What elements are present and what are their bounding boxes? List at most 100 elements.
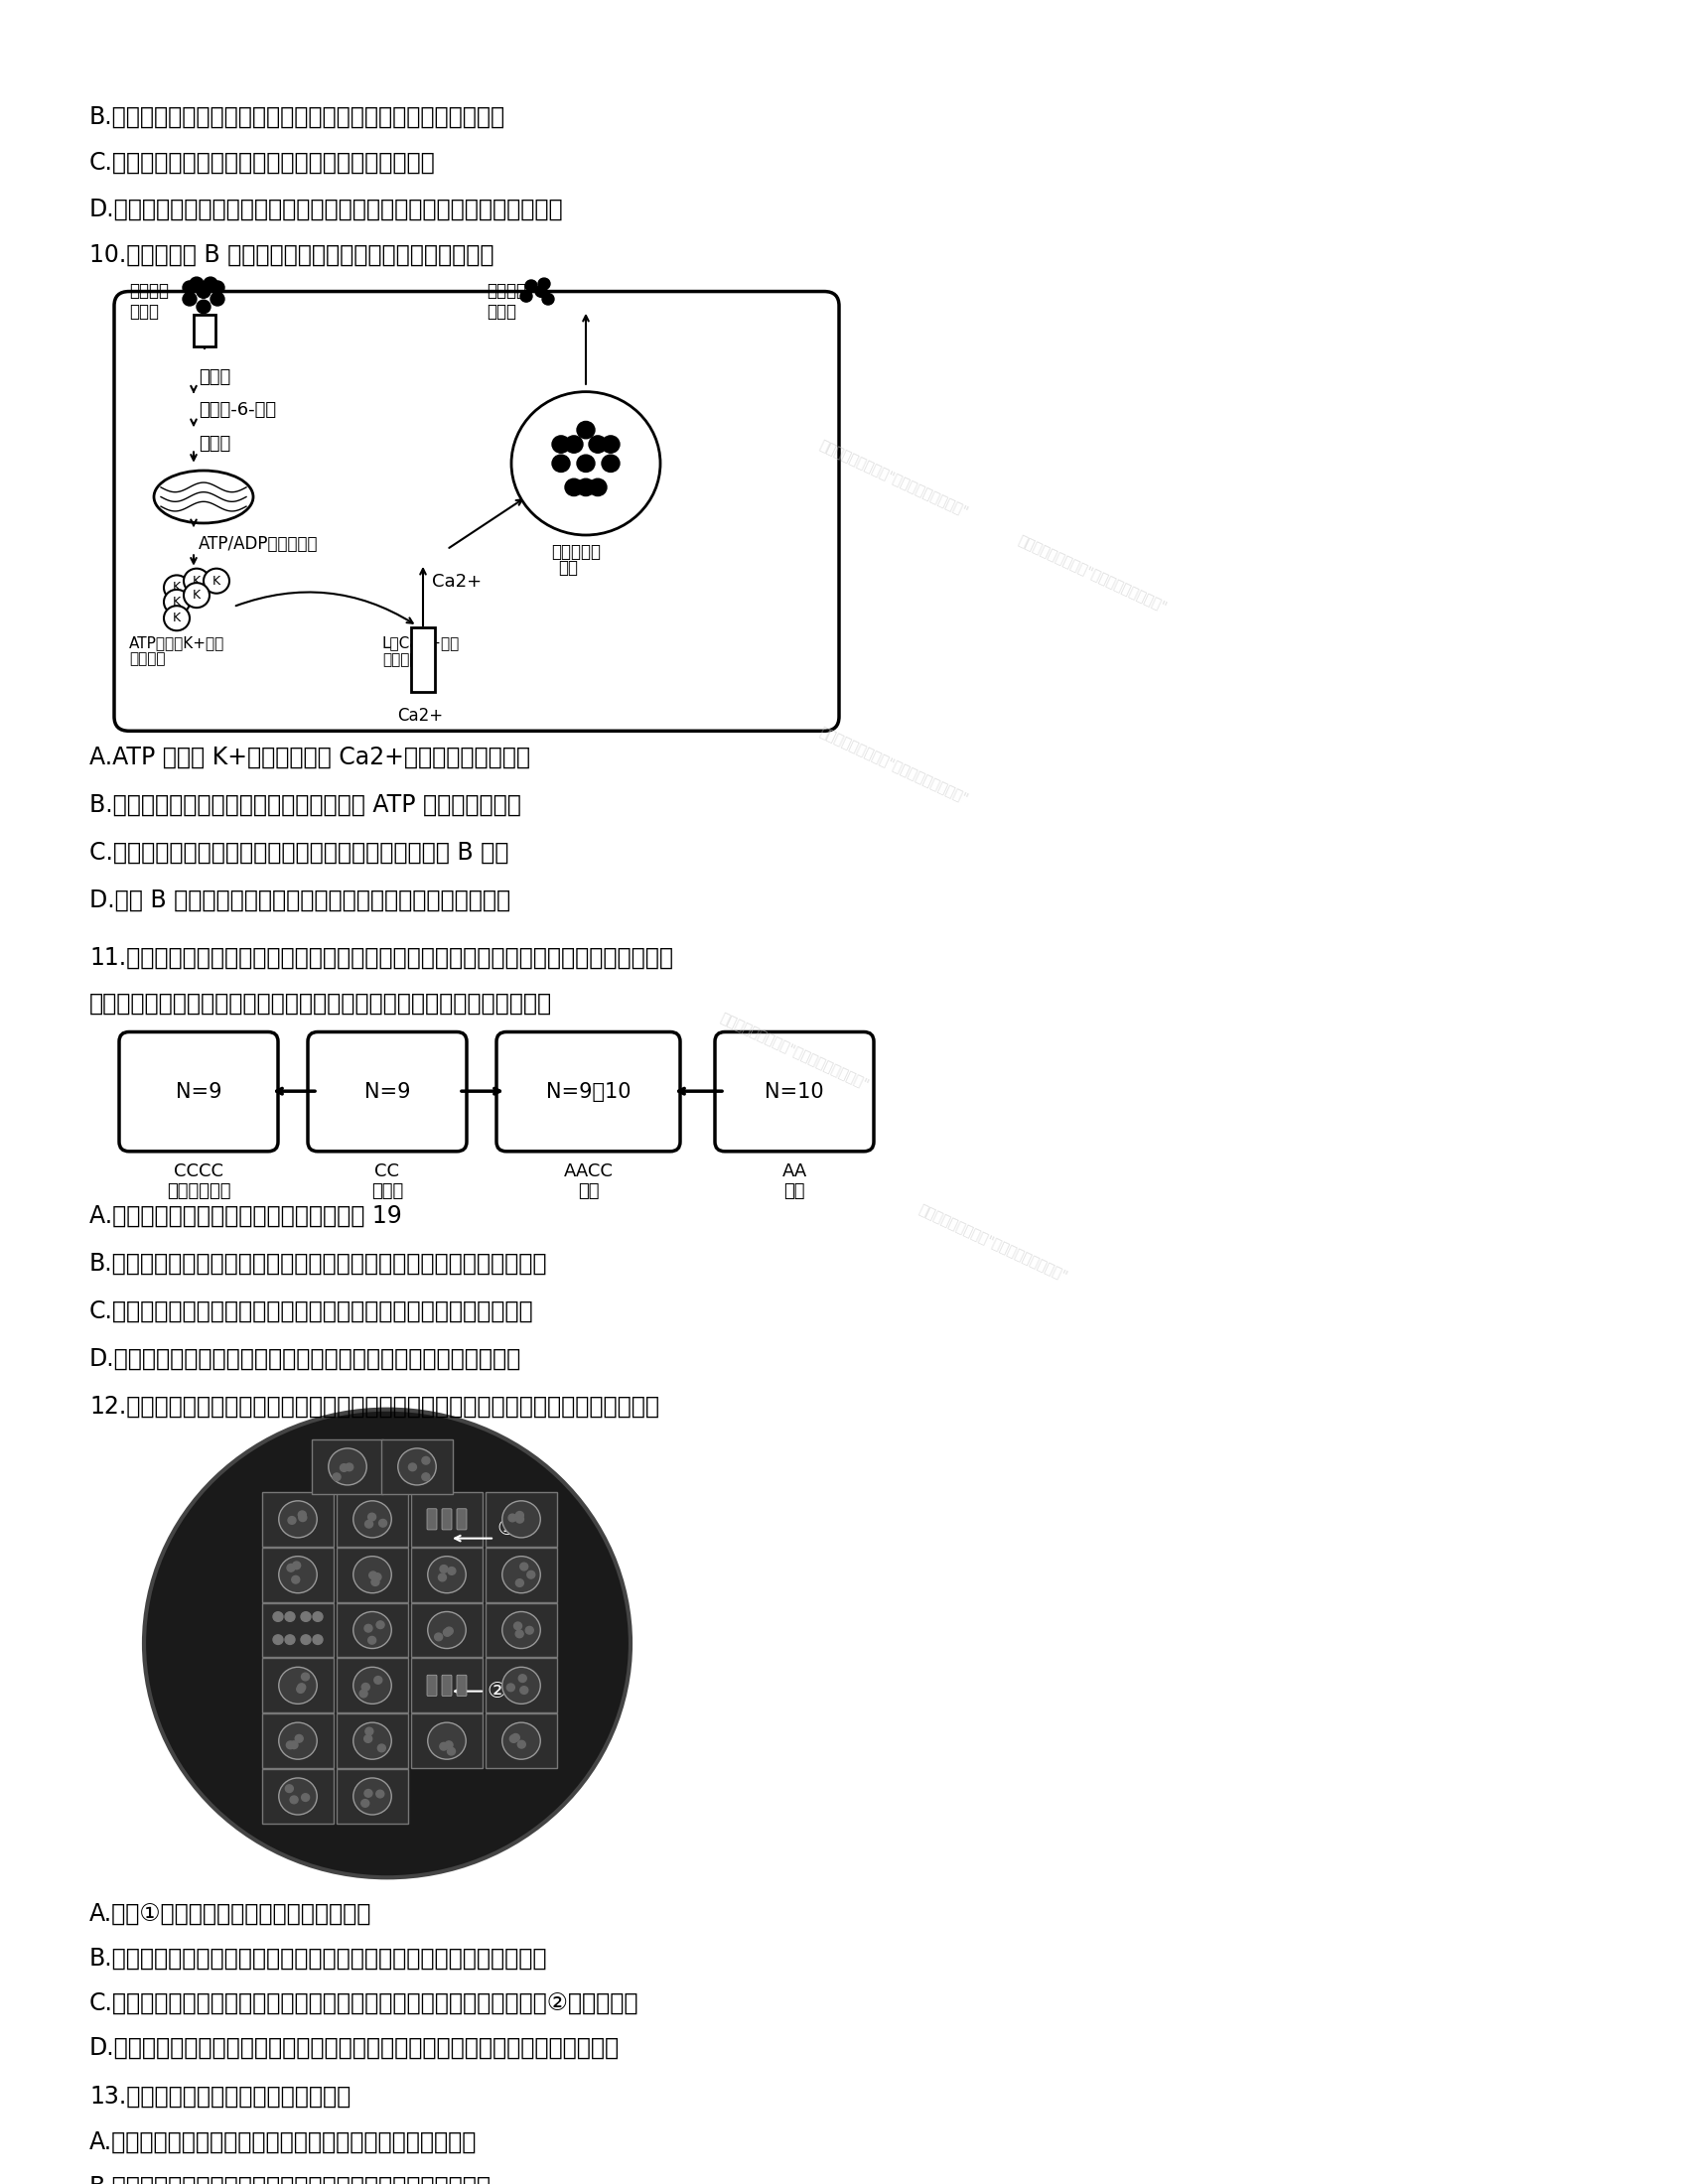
FancyBboxPatch shape [120, 1031, 279, 1151]
Text: K: K [213, 574, 221, 587]
Circle shape [297, 1686, 304, 1693]
Circle shape [289, 1516, 295, 1524]
Text: CCCC: CCCC [174, 1162, 223, 1182]
Circle shape [184, 583, 209, 607]
FancyBboxPatch shape [412, 1714, 483, 1769]
Circle shape [196, 299, 211, 312]
Text: 油菜: 油菜 [577, 1182, 599, 1199]
Circle shape [441, 1566, 447, 1572]
Circle shape [300, 1612, 311, 1621]
Text: D.油菜表达了在花椰菜和芥菁中不表达的基因，一定发生了基因突变: D.油菜表达了在花椰菜和芥菁中不表达的基因，一定发生了基因突变 [89, 1348, 522, 1372]
Circle shape [300, 1636, 311, 1645]
Circle shape [279, 1723, 317, 1760]
Text: N=9: N=9 [365, 1081, 410, 1101]
Circle shape [353, 1778, 392, 1815]
Circle shape [535, 286, 547, 297]
Text: K: K [192, 574, 201, 587]
FancyBboxPatch shape [496, 1031, 680, 1151]
FancyBboxPatch shape [262, 1492, 334, 1546]
Text: B.建立自然保护区来改善珍稀动物的栖息环境，能提高环境容纳量: B.建立自然保护区来改善珍稀动物的栖息环境，能提高环境容纳量 [89, 105, 505, 129]
Circle shape [510, 1734, 518, 1743]
Text: CC: CC [375, 1162, 400, 1182]
Text: D.利用标志重捕法调查时，标志物不能太醒目，不能影响动物正常生命活动: D.利用标志重捕法调查时，标志物不能太醒目，不能影响动物正常生命活动 [89, 197, 564, 221]
Text: K: K [172, 612, 181, 625]
Text: B.油菜可能由花椰菜与芥菁减数分裂时产生染色体加倍的配子受精后形成: B.油菜可能由花椰菜与芥菁减数分裂时产生染色体加倍的配子受精后形成 [89, 1251, 547, 1275]
Circle shape [353, 1500, 392, 1538]
Circle shape [518, 1741, 525, 1747]
Circle shape [365, 1520, 373, 1529]
FancyBboxPatch shape [427, 1675, 437, 1697]
Circle shape [376, 1791, 385, 1797]
Circle shape [518, 1675, 527, 1682]
Circle shape [164, 590, 189, 614]
FancyBboxPatch shape [457, 1509, 466, 1529]
Text: （关闭）: （关闭） [128, 651, 165, 666]
Text: A.油菜为异源四倍体，体细胞染色体数目为 19: A.油菜为异源四倍体，体细胞染色体数目为 19 [89, 1203, 402, 1227]
FancyBboxPatch shape [486, 1603, 557, 1658]
Circle shape [511, 1734, 520, 1741]
Text: ①: ① [496, 1518, 517, 1540]
Circle shape [353, 1612, 392, 1649]
Text: C.群落的垂直结构和水平结构等特征，可随时间而改变: C.群落的垂直结构和水平结构等特征，可随时间而改变 [89, 151, 436, 175]
Circle shape [501, 1723, 540, 1760]
Circle shape [329, 1448, 366, 1485]
Circle shape [501, 1666, 540, 1704]
Circle shape [513, 1623, 522, 1629]
Circle shape [333, 1474, 341, 1481]
Text: D.若部分细胞没有被龙胆紫溶液染色，原因可能是染色前漂洗不充分或染色时间过短: D.若部分细胞没有被龙胆紫溶液染色，原因可能是染色前漂洗不充分或染色时间过短 [89, 2035, 619, 2060]
Circle shape [439, 1743, 447, 1749]
Circle shape [501, 1557, 540, 1592]
Circle shape [285, 1784, 294, 1793]
Circle shape [365, 1728, 373, 1734]
Circle shape [365, 1734, 371, 1743]
Circle shape [552, 435, 571, 452]
Circle shape [577, 454, 594, 472]
Circle shape [273, 1612, 284, 1621]
Circle shape [447, 1568, 456, 1575]
Circle shape [422, 1472, 430, 1481]
Circle shape [189, 277, 204, 290]
Circle shape [517, 1516, 523, 1522]
Circle shape [378, 1520, 387, 1527]
Circle shape [290, 1741, 297, 1749]
FancyBboxPatch shape [442, 1509, 452, 1529]
Circle shape [285, 1612, 295, 1621]
Text: 胰岛素含
量上升: 胰岛素含 量上升 [486, 282, 527, 321]
Circle shape [182, 282, 196, 295]
Circle shape [211, 282, 225, 295]
Circle shape [287, 1741, 294, 1749]
Text: K: K [192, 590, 201, 603]
Circle shape [378, 1745, 385, 1752]
FancyBboxPatch shape [442, 1675, 452, 1697]
Circle shape [371, 1579, 380, 1586]
Circle shape [346, 1463, 353, 1472]
Circle shape [196, 284, 211, 297]
Circle shape [292, 1577, 300, 1583]
Circle shape [527, 1570, 535, 1579]
Circle shape [427, 1612, 466, 1649]
Text: 敬信官方微信公众号"高中理科学习新资料": 敬信官方微信公众号"高中理科学习新资料" [717, 1011, 871, 1092]
Circle shape [520, 290, 532, 301]
Ellipse shape [154, 470, 253, 524]
Text: L型Ca2+通道: L型Ca2+通道 [381, 636, 459, 651]
Text: A.细胞呼吸除了能为生物体提供能量，还是生物体代谢的枢纽: A.细胞呼吸除了能为生物体提供能量，还是生物体代谢的枢纽 [89, 2129, 478, 2153]
Text: 10.右图为胰岛 B 细胞分泌胰岛素的过程。有关叙述正确的是: 10.右图为胰岛 B 细胞分泌胰岛素的过程。有关叙述正确的是 [89, 242, 495, 266]
FancyBboxPatch shape [194, 314, 216, 347]
Circle shape [353, 1723, 392, 1760]
Circle shape [517, 1511, 523, 1520]
Circle shape [370, 1572, 376, 1579]
Text: 花椰菜: 花椰菜 [371, 1182, 403, 1199]
Circle shape [204, 568, 230, 594]
Circle shape [565, 478, 582, 496]
Circle shape [446, 1627, 452, 1636]
Circle shape [273, 1636, 284, 1645]
Circle shape [361, 1800, 370, 1806]
Circle shape [353, 1666, 392, 1704]
Circle shape [184, 568, 209, 594]
FancyBboxPatch shape [336, 1714, 408, 1769]
Circle shape [312, 1612, 322, 1621]
Circle shape [302, 1673, 309, 1679]
Text: 丙酮酸: 丙酮酸 [199, 435, 231, 452]
Circle shape [577, 478, 594, 496]
Text: 敬信官方微信公众号"高中理科学习新资料": 敬信官方微信公众号"高中理科学习新资料" [1016, 533, 1168, 614]
